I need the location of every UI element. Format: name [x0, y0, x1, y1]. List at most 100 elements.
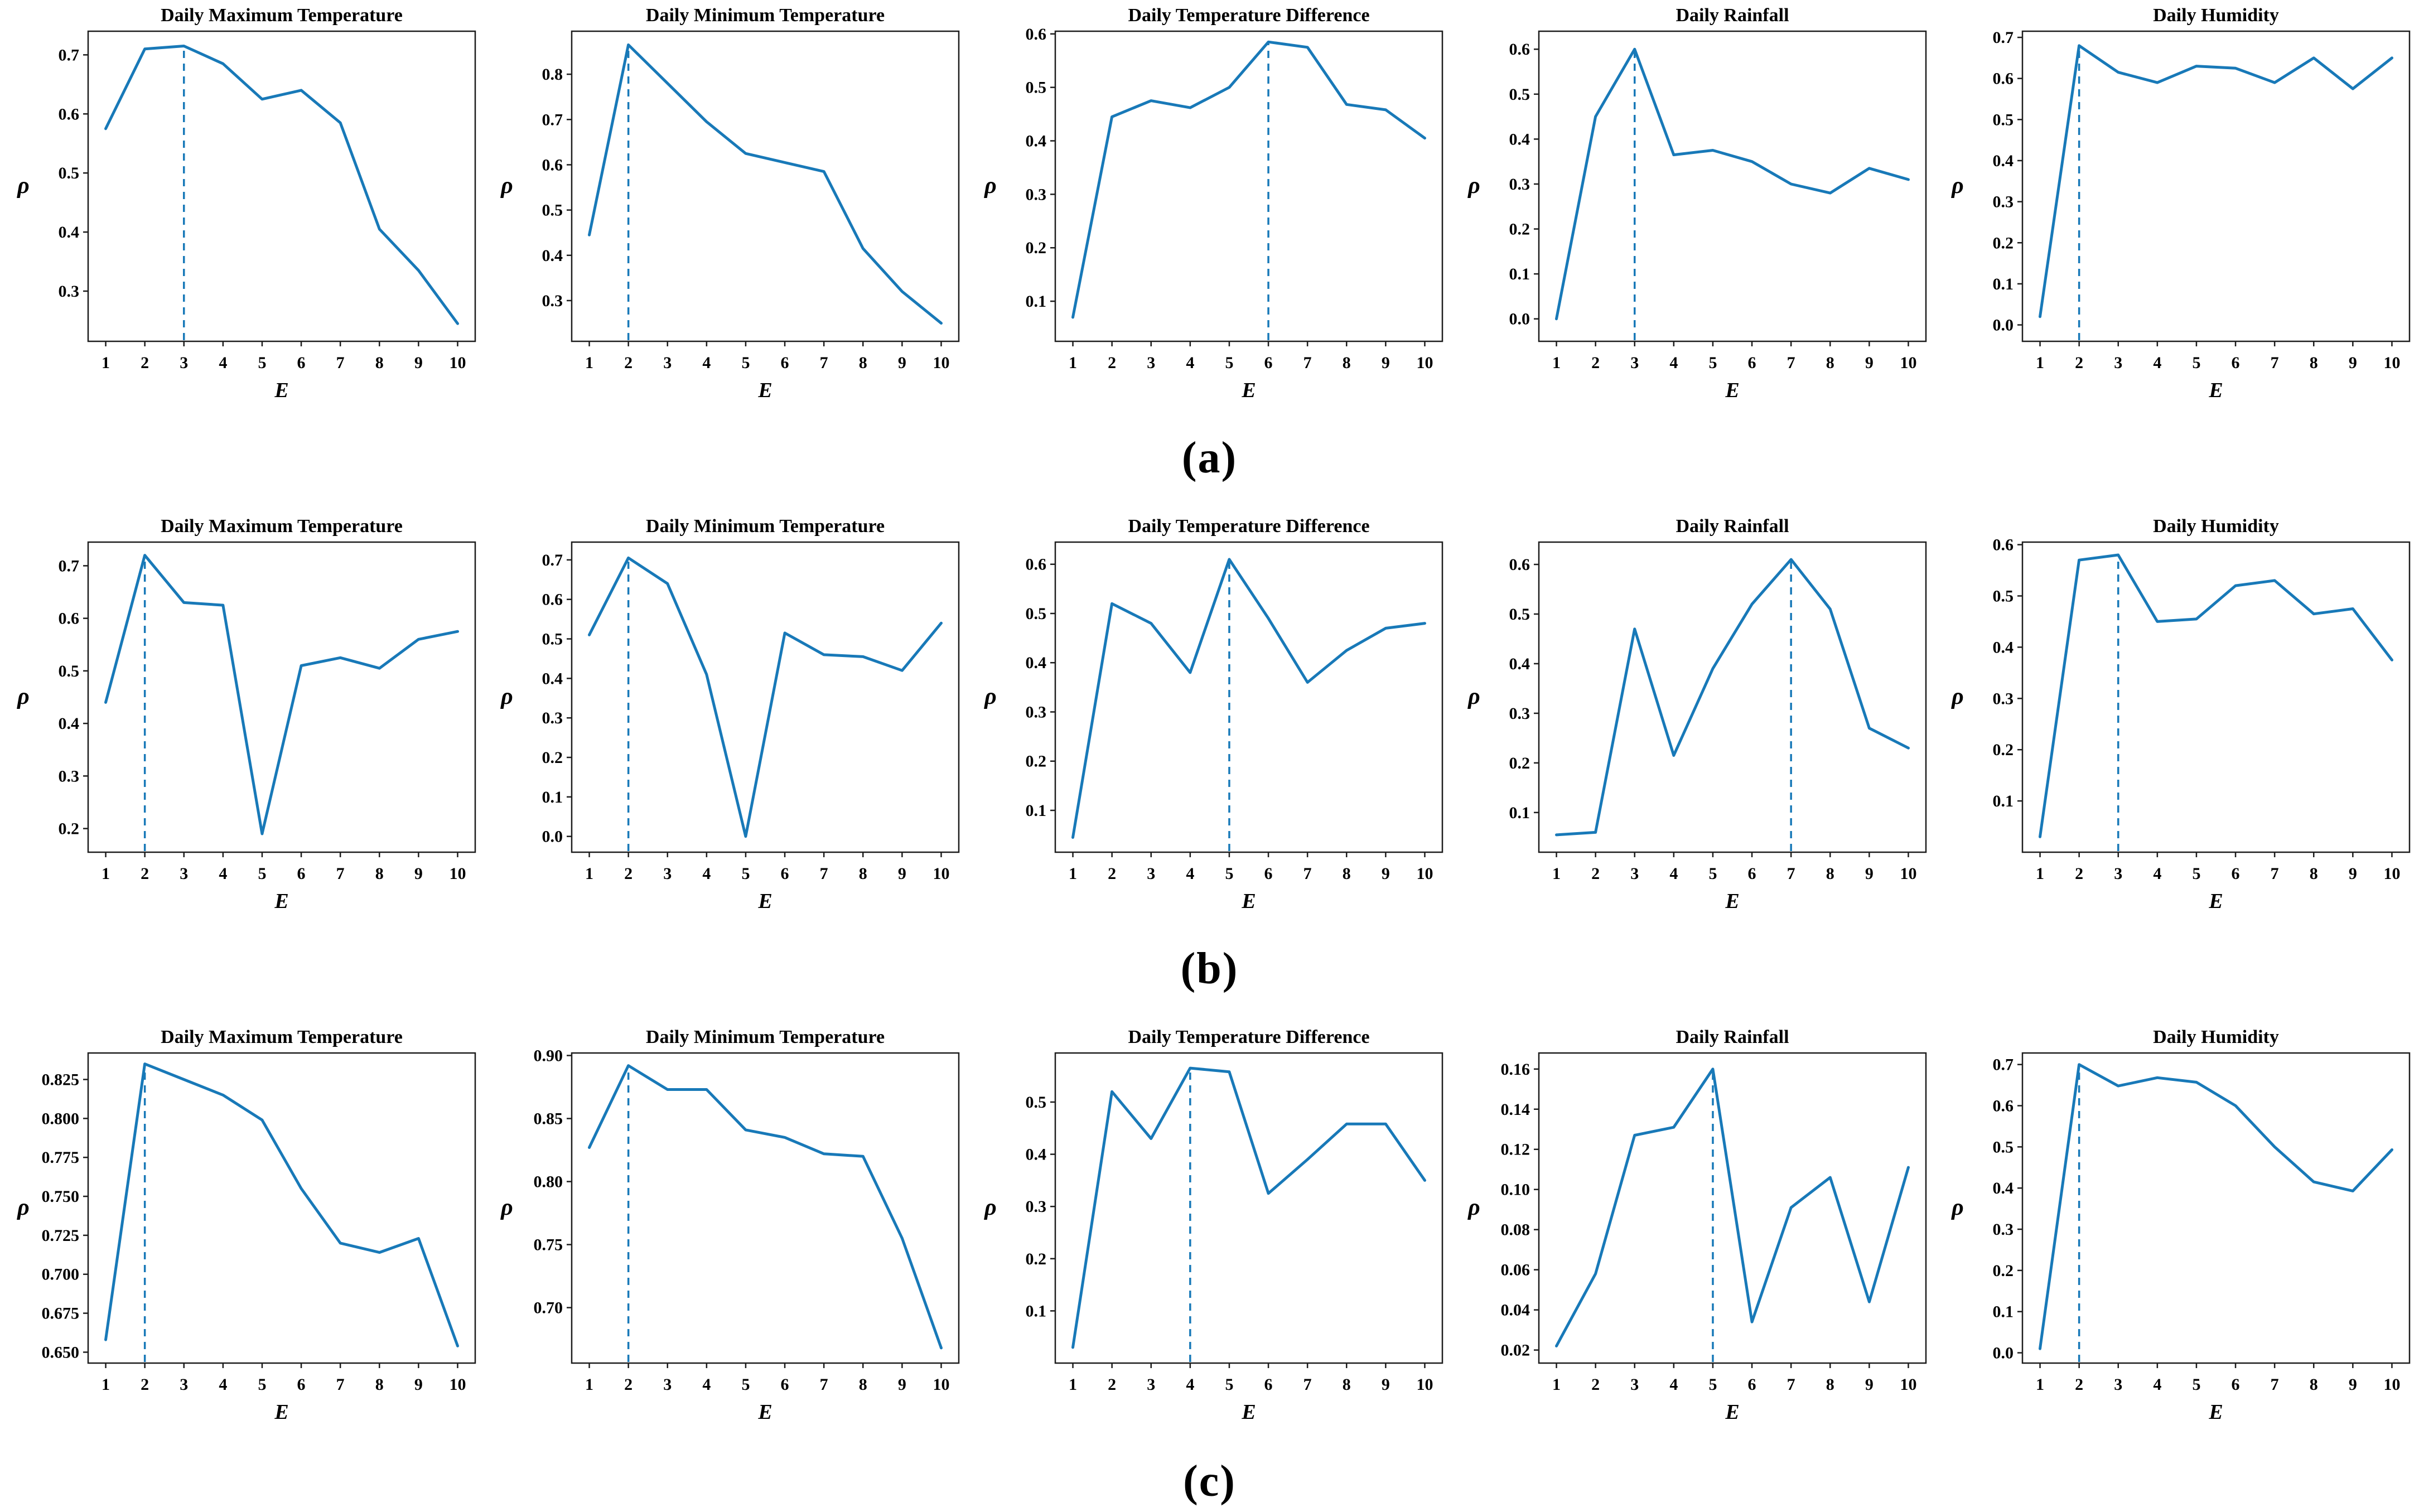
data-line [1555, 558, 1910, 837]
x-tick-label: 7 [336, 864, 345, 883]
y-tick-label: 0.90 [534, 1047, 563, 1065]
x-tick-label: 10 [2383, 354, 2400, 372]
chart-svg: Daily Temperature Difference 0.1 0.2 0.3 0.4… [983, 5, 1443, 402]
x-tick-label: 8 [2310, 1375, 2318, 1394]
y-tick-label: 0.4 [1509, 130, 1530, 148]
x-tick-label: 6 [297, 864, 306, 883]
x-axis-label: E [2208, 379, 2223, 402]
y-axis-label: ρ [983, 1195, 997, 1220]
x-tick-label: 3 [1630, 1375, 1639, 1394]
x-tick-label: 5 [258, 1375, 266, 1394]
x-tick-label: 2 [624, 864, 632, 883]
y-tick-label: 0.3 [1993, 193, 2014, 211]
x-tick-label: 7 [336, 354, 345, 372]
x-tick-label: 1 [2036, 864, 2044, 883]
x-tick-label: 3 [2114, 864, 2122, 883]
axes-frame [87, 541, 476, 853]
x-axis-label: E [1725, 1400, 1739, 1424]
x-tick-label: 7 [1787, 864, 1795, 883]
x-tick-label: 10 [1416, 354, 1433, 372]
data-line [2039, 44, 2393, 318]
x-tick-label: 1 [1069, 354, 1077, 372]
chart-b-daily-temperature-difference: Daily Temperature Difference 0.1 0.2 0.3 0.4… [967, 511, 1451, 916]
y-tick-label: 0.6 [59, 610, 80, 628]
chart-b-daily-maximum-temperature: Daily Maximum Temperature 0.2 0.3 0.4 0.5 0.6… [0, 511, 484, 916]
x-tick-label: 4 [702, 354, 711, 372]
y-tick-label: 0.3 [59, 282, 80, 301]
x-axis-label: E [1725, 379, 1739, 402]
chart-row-b: Daily Maximum Temperature 0.2 0.3 0.4 0.5 0.6… [0, 511, 2419, 916]
x-tick-label: 6 [781, 354, 789, 372]
x-tick-label: 5 [2192, 864, 2200, 883]
y-tick-label: 0.4 [1509, 655, 1530, 673]
x-axis-label: E [1241, 1400, 1256, 1424]
x-tick-label: 9 [1865, 354, 1874, 372]
x-tick-label: 3 [1147, 1375, 1155, 1394]
y-tick-label: 0.1 [1993, 1303, 2014, 1321]
x-tick-label: 8 [375, 864, 384, 883]
x-tick-label: 9 [898, 1375, 906, 1394]
y-tick-label: 0.3 [542, 292, 563, 310]
chart-svg: Daily Maximum Temperature 0.3 0.4 0.5 0.6 0.7… [16, 5, 476, 402]
y-tick-label: 0.7 [59, 557, 80, 575]
y-tick-label: 0.6 [542, 156, 563, 174]
x-tick-label: 4 [1186, 864, 1194, 883]
y-tick-label: 0.7 [1993, 28, 2014, 47]
x-tick-label: 4 [1669, 354, 1678, 372]
x-tick-label: 5 [741, 354, 750, 372]
x-tick-label: 1 [2036, 1375, 2044, 1394]
y-tick-label: 0.725 [42, 1226, 80, 1245]
data-line [588, 43, 943, 325]
x-tick-label: 9 [898, 864, 906, 883]
x-tick-label: 7 [336, 1375, 345, 1394]
x-tick-label: 3 [180, 354, 188, 372]
chart-c-daily-rainfall: Daily Rainfall 0.02 0.04 0.06 0.08 0.10 0.12 0.… [1451, 1022, 1934, 1427]
y-tick-label: 0.800 [42, 1109, 80, 1128]
data-line [2039, 553, 2393, 838]
x-axis-label: E [1241, 379, 1256, 402]
x-tick-label: 1 [585, 354, 593, 372]
y-tick-label: 0.4 [1993, 152, 2014, 170]
x-tick-label: 2 [1108, 864, 1116, 883]
x-tick-label: 7 [1303, 864, 1312, 883]
chart-a-daily-temperature-difference: Daily Temperature Difference 0.1 0.2 0.3 0.4… [967, 0, 1451, 405]
y-tick-label: 0.1 [1509, 804, 1530, 822]
axes-frame [1054, 30, 1443, 342]
axes-frame [571, 1052, 960, 1364]
y-tick-label: 0.5 [1026, 79, 1047, 97]
x-tick-label: 8 [1343, 1375, 1351, 1394]
x-tick-label: 3 [1630, 354, 1639, 372]
x-tick-label: 1 [102, 864, 110, 883]
chart-title: Daily Maximum Temperature [161, 1027, 403, 1047]
chart-title: Daily Humidity [2153, 5, 2279, 26]
y-axis-label: ρ [1467, 684, 1480, 709]
y-tick-label: 0.4 [1993, 638, 2014, 656]
x-tick-label: 6 [1748, 864, 1756, 883]
axes-frame [1538, 1052, 1927, 1364]
y-axis-label: ρ [500, 684, 513, 709]
y-tick-label: 0.6 [542, 591, 563, 609]
axes-frame [1538, 30, 1927, 342]
x-tick-label: 3 [1630, 864, 1639, 883]
axes-frame [2021, 541, 2411, 853]
x-tick-label: 9 [1865, 1375, 1874, 1394]
y-tick-label: 0.2 [542, 748, 563, 767]
x-axis-label: E [274, 1400, 288, 1424]
y-tick-label: 0.650 [42, 1343, 80, 1361]
y-tick-label: 0.5 [542, 201, 563, 220]
y-tick-label: 0.1 [542, 788, 563, 806]
chart-svg: Daily Rainfall 0.0 0.1 0.2 0.3 0.4 0.5 0.6 1 2 3 4 5… [1467, 5, 1927, 402]
y-tick-label: 0.10 [1501, 1181, 1530, 1199]
chart-title: Daily Temperature Difference [1128, 5, 1369, 26]
y-axis-label: ρ [1467, 1195, 1480, 1220]
chart-svg: Daily Rainfall 0.1 0.2 0.3 0.4 0.5 0.6 1 2 3 4 5 6 7 8… [1467, 516, 1927, 913]
axes-frame [571, 541, 960, 853]
y-tick-label: 0.80 [534, 1173, 563, 1191]
x-tick-label: 3 [663, 354, 672, 372]
x-axis-label: E [2208, 1400, 2223, 1424]
chart-title: Daily Rainfall [1676, 1027, 1789, 1047]
x-tick-label: 10 [1416, 1375, 1433, 1394]
x-tick-label: 5 [2192, 354, 2200, 372]
y-tick-label: 0.06 [1501, 1261, 1530, 1279]
